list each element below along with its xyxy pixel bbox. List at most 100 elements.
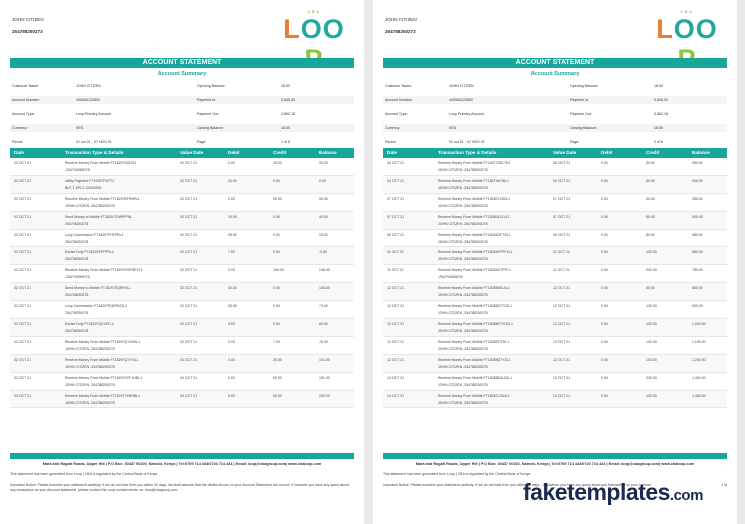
payment-in-value: 3,845.00 bbox=[654, 98, 668, 102]
row-details: Excise Duty FT18297EFFPRL1 bbox=[65, 250, 114, 255]
row-date: 02 OCT 21 bbox=[14, 250, 32, 255]
regulatory-note: This statement has been generated from L… bbox=[10, 472, 158, 476]
row-debit: 0.00 bbox=[228, 393, 235, 398]
row-details: Receive Money From Mobile FT18280X1LVL1 bbox=[438, 214, 510, 219]
col-debit: Debit bbox=[601, 150, 613, 155]
cba-loop-logo: CBA LOOP bbox=[276, 6, 352, 74]
logo-letter: O bbox=[673, 14, 696, 44]
row-balance: 73.00 bbox=[319, 304, 328, 309]
row-details: Receive Money From Mobile FT18286B4L3XL1 bbox=[438, 375, 512, 380]
currency-label: Currency: bbox=[385, 126, 401, 130]
row-details: Excise Duty FT18297QVX0TL1 bbox=[65, 322, 114, 327]
row-reference: 254708250278 bbox=[65, 257, 89, 262]
row-reference: JOHN CITIZEN -254788250278 bbox=[65, 364, 115, 369]
row-debit: 40.00 bbox=[228, 286, 237, 291]
row-date: 12 OCT 21 bbox=[387, 286, 405, 291]
row-balance: 108.00 bbox=[319, 286, 330, 291]
row-value-date: 11 OCT 21 bbox=[553, 250, 570, 255]
row-balance: 50.00 bbox=[319, 196, 328, 201]
table-row: 02 OCT 21 Loop Commission FT18297EQRRVQL1… bbox=[10, 301, 354, 320]
row-reference: JOHN CITIZEN -254788250278 bbox=[438, 364, 488, 369]
logo-letter: L bbox=[656, 14, 674, 44]
row-debit: 0.00 bbox=[601, 268, 608, 273]
row-credit: 100.00 bbox=[646, 322, 657, 327]
currency-value: KES bbox=[449, 126, 457, 130]
row-details: Receive Money From Mobile FT18279A7WL1 bbox=[438, 178, 510, 183]
row-value-date: 02 OCT 21 bbox=[180, 161, 198, 165]
period-label: Period: bbox=[385, 140, 397, 144]
row-date: 02 OCT 21 bbox=[14, 196, 32, 201]
row-details: Receive Money From Mobile FT18297QYX0KL1 bbox=[65, 339, 141, 344]
watermark-name: faketemplates bbox=[523, 479, 670, 505]
table-row: 14 OCT 21 Receive Money From Mobile FT182… bbox=[383, 390, 727, 409]
row-value-date: 02 OCT 21 bbox=[180, 322, 198, 327]
row-balance: 69.00 bbox=[319, 322, 328, 327]
summary-row: Customer Name: JOHN CITIZEN Opening Bala… bbox=[383, 82, 727, 90]
row-date: 12 OCT 21 bbox=[387, 339, 405, 344]
row-balance: 900.00 bbox=[692, 304, 703, 309]
row-credit: 50.00 bbox=[646, 178, 655, 183]
row-credit: 200.00 bbox=[646, 375, 657, 380]
row-debit: 0.00 bbox=[601, 304, 608, 309]
row-credit: 0.00 bbox=[273, 232, 280, 237]
row-details: Receive Money From Mobile FT18285B6LXL1 bbox=[438, 286, 510, 291]
table-row: 12 OCT 21 Receive Money From Mobile FT182… bbox=[383, 354, 727, 373]
period-row: Period: 01 oct 21 - 07 NOV 21 Page: 2 of… bbox=[383, 139, 727, 146]
table-row: 04 OCT 21 Receive Money From Mobile FT182… bbox=[383, 175, 727, 194]
row-value-date: 02 OCT 21 bbox=[180, 286, 198, 291]
table-row: 09 OCT 21 Receive Money From Mobile FT182… bbox=[383, 230, 727, 248]
row-debit: 0.00 bbox=[601, 250, 608, 255]
row-debit: 33.00 bbox=[228, 178, 237, 183]
row-date: 07 OCT 21 bbox=[387, 214, 405, 219]
closing-balance-value: 18.50 bbox=[654, 126, 663, 130]
row-credit: 100.00 bbox=[646, 357, 657, 362]
row-date: 02 OCT 21 bbox=[14, 304, 32, 309]
row-balance: 800.00 bbox=[692, 286, 703, 291]
transactions-table-header: Date Transaction Type & Details Value Da… bbox=[383, 148, 727, 158]
row-reference: JOHN CITIZEN -254788250278 bbox=[65, 203, 115, 208]
row-reference: JOHN CITIZEN -254788250278 bbox=[438, 400, 488, 405]
row-value-date: 04 OCT 21 bbox=[180, 375, 198, 380]
account-number-value: 440084122892 bbox=[449, 98, 473, 102]
row-value-date: 02 OCT 21 bbox=[180, 214, 198, 219]
row-details: Receive Money From Mobile FT18280Y2SZL1 bbox=[438, 196, 511, 201]
row-credit: 25.00 bbox=[273, 357, 282, 362]
row-credit: 50.00 bbox=[273, 375, 282, 380]
row-date: 07 OCT 21 bbox=[387, 196, 405, 201]
row-reference: 254708250278 bbox=[65, 329, 89, 334]
row-balance: 480.00 bbox=[692, 232, 703, 237]
currency-value: KES bbox=[76, 126, 84, 130]
row-balance: 780.00 bbox=[692, 268, 703, 273]
row-debit: 25.00 bbox=[228, 232, 237, 237]
account-number-label: Account Number: bbox=[12, 98, 40, 102]
row-details: Receive Money From Mobile FT18285Q7YZL1 bbox=[438, 357, 511, 362]
footer-page-number: 1 of bbox=[721, 483, 727, 487]
col-date: Date bbox=[14, 150, 24, 155]
table-row: 07 OCT 21 Receive Money From Mobile FT182… bbox=[383, 194, 727, 212]
row-details: Loop Commission FT18297FHFPRL1 bbox=[65, 232, 124, 237]
table-row: 03 OCT 21 Receive Money From Mobile FT182… bbox=[10, 390, 354, 409]
row-balance: 400.00 bbox=[692, 214, 703, 219]
row-balance: 1,000.00 bbox=[692, 322, 706, 327]
summary-row: Account Type: Loop Primary Account Payme… bbox=[10, 110, 354, 118]
customer-name-value: JOHN CITIZEN bbox=[449, 84, 474, 88]
transactions-table-header: Date Transaction Type & Details Value Da… bbox=[10, 148, 354, 158]
row-reference: JOHN CITIZEN -254788250278 bbox=[438, 293, 488, 298]
row-date: 02 OCT 21 bbox=[14, 178, 32, 183]
row-date: 12 OCT 21 bbox=[387, 304, 405, 309]
account-type-label: Account Type: bbox=[12, 112, 35, 116]
row-balance: 250.00 bbox=[692, 161, 703, 165]
payment-in-label: Payment In: bbox=[570, 98, 590, 102]
row-reference: 254708250278 bbox=[65, 221, 89, 226]
currency-label: Currency: bbox=[12, 126, 28, 130]
page-label: Page: bbox=[570, 140, 580, 144]
row-debit: 0.00 bbox=[601, 214, 608, 219]
row-reference: JOHN CITIZEN -254788250278 bbox=[65, 382, 115, 387]
row-details: Receive Money From Mobile FT18297QYYGL1 bbox=[65, 357, 139, 362]
row-date: 02 OCT 21 bbox=[14, 375, 32, 380]
row-balance: 580.00 bbox=[692, 250, 703, 255]
table-row: 02 OCT 21 Utility Payment FT19297FN7TJ BLF… bbox=[10, 175, 354, 194]
row-balance: 0.00 bbox=[319, 178, 326, 183]
important-notice: Important Notice: Please examine your st… bbox=[383, 483, 652, 487]
row-balance: 1,400.00 bbox=[692, 393, 706, 398]
